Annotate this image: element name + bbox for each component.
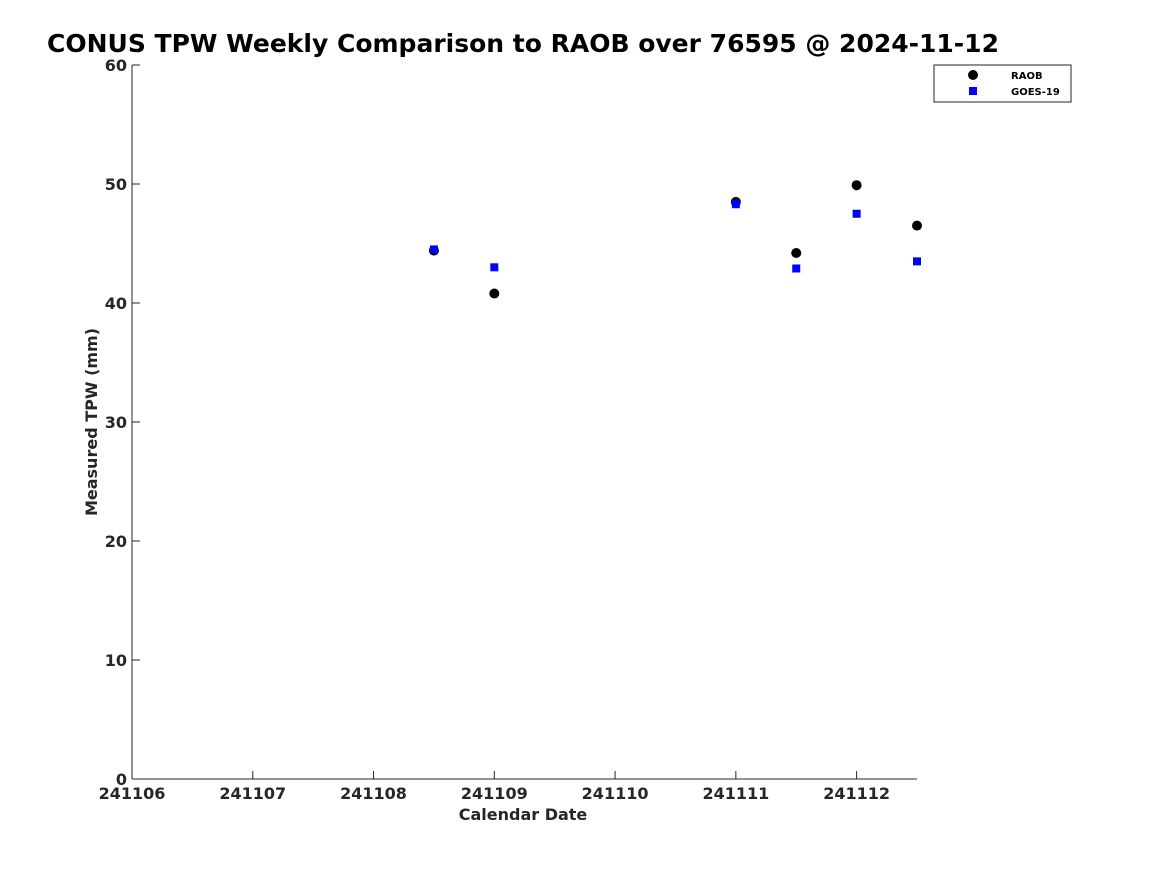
- goes-19-point: [731, 200, 740, 209]
- goes-19-point: [429, 245, 438, 254]
- x-tick-label: 241112: [823, 784, 890, 803]
- chart-title: CONUS TPW Weekly Comparison to RAOB over…: [47, 29, 999, 58]
- axes: [131, 65, 917, 780]
- x-tick-label: 241111: [702, 784, 769, 803]
- y-tick-label: 50: [105, 175, 127, 194]
- ticks: 0 10 20 30 40 50 60 241106 241107 241108 241109 241…: [99, 56, 890, 803]
- legend-goes-19-label: GOES-19: [1011, 87, 1060, 98]
- raob-point: [851, 180, 862, 191]
- legend-goes-19-marker: [969, 87, 977, 95]
- y-tick-label: 20: [105, 532, 127, 551]
- goes-19-point: [913, 257, 921, 266]
- y-tick-label: 60: [105, 56, 127, 75]
- legend: RAOB GOES-19: [933, 64, 1072, 103]
- legend-raob-marker: [968, 70, 978, 80]
- y-tick-label: 0: [116, 770, 127, 789]
- x-tick-label: 241107: [219, 784, 286, 803]
- x-tick-label: 241109: [461, 784, 528, 803]
- x-tick-label: 241110: [582, 784, 649, 803]
- raob-point: [489, 288, 500, 299]
- y-axis-label: Measured TPW (mm): [82, 328, 101, 516]
- x-axis-label: Calendar Date: [459, 805, 588, 824]
- legend-box: [933, 64, 1072, 103]
- raob-point: [791, 248, 802, 259]
- marks: [428, 180, 922, 299]
- x-tick-label: 241106: [99, 784, 166, 803]
- y-tick-label: 40: [105, 294, 127, 313]
- y-tick-label: 10: [105, 651, 127, 670]
- x-tick-label: 241108: [340, 784, 407, 803]
- goes-19-point: [792, 264, 801, 273]
- goes-19-point: [852, 209, 861, 218]
- goes-19-point: [490, 263, 499, 272]
- raob-point: [912, 220, 922, 231]
- y-tick-label: 30: [105, 413, 127, 432]
- legend-raob-label: RAOB: [1011, 71, 1043, 82]
